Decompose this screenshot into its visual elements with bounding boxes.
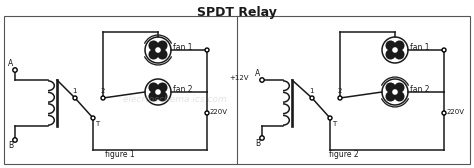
Text: 220V: 220V — [447, 109, 465, 115]
Text: 1: 1 — [309, 88, 313, 94]
Circle shape — [205, 111, 209, 115]
Circle shape — [394, 49, 404, 59]
Circle shape — [442, 48, 446, 52]
Circle shape — [394, 40, 404, 51]
Text: +12V: +12V — [229, 75, 249, 81]
Circle shape — [394, 82, 404, 93]
Text: 220V: 220V — [210, 109, 228, 115]
Text: A: A — [8, 59, 13, 68]
Circle shape — [155, 47, 161, 53]
Circle shape — [385, 91, 396, 101]
Circle shape — [157, 40, 167, 51]
Circle shape — [394, 91, 404, 101]
Circle shape — [442, 111, 446, 115]
Circle shape — [13, 138, 17, 142]
Circle shape — [148, 82, 159, 93]
Circle shape — [385, 40, 396, 51]
Circle shape — [157, 91, 167, 101]
Circle shape — [101, 96, 105, 100]
Circle shape — [392, 89, 398, 95]
Circle shape — [260, 136, 264, 140]
Circle shape — [392, 47, 398, 53]
Text: figure 1: figure 1 — [105, 150, 135, 159]
Text: 1: 1 — [72, 88, 76, 94]
Text: B: B — [255, 139, 260, 148]
Circle shape — [148, 40, 159, 51]
Circle shape — [157, 49, 167, 59]
Circle shape — [310, 96, 314, 100]
Circle shape — [205, 48, 209, 52]
Text: SPDT Relay: SPDT Relay — [197, 6, 277, 19]
Circle shape — [260, 78, 264, 82]
Circle shape — [91, 116, 95, 120]
Text: A: A — [255, 69, 260, 78]
Circle shape — [328, 116, 332, 120]
Text: B: B — [8, 141, 13, 150]
Text: T: T — [332, 121, 336, 127]
Circle shape — [73, 96, 77, 100]
Circle shape — [385, 49, 396, 59]
Circle shape — [13, 68, 17, 72]
Text: figure 2: figure 2 — [329, 150, 359, 159]
Bar — [4, 16, 470, 164]
Circle shape — [385, 82, 396, 93]
Text: fan 1: fan 1 — [410, 43, 429, 52]
Circle shape — [157, 82, 167, 93]
Circle shape — [148, 91, 159, 101]
Text: fan 1: fan 1 — [173, 43, 192, 52]
Text: fan 2: fan 2 — [173, 85, 192, 94]
Text: 2: 2 — [101, 88, 105, 94]
Text: fan 2: fan 2 — [410, 85, 429, 94]
Text: elecrtoschema ics.com: elecrtoschema ics.com — [123, 95, 227, 104]
Text: T: T — [95, 121, 99, 127]
Circle shape — [155, 89, 161, 95]
Circle shape — [338, 96, 342, 100]
Circle shape — [148, 49, 159, 59]
Text: 2: 2 — [338, 88, 342, 94]
